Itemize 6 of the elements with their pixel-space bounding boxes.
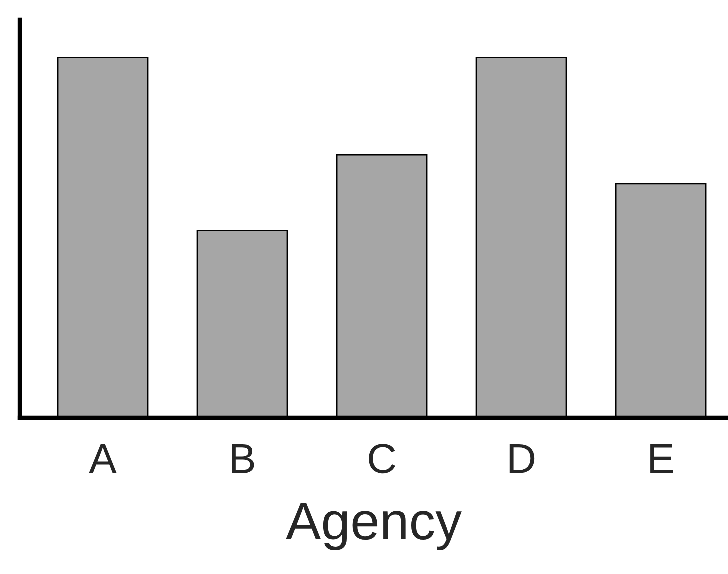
x-axis-title: Agency xyxy=(286,503,462,550)
x-tick-label: B xyxy=(232,444,254,474)
x-tick-label: C xyxy=(369,444,396,474)
x-tick-label: E xyxy=(650,444,674,474)
x-tick-label: A xyxy=(89,444,117,474)
x-tick-label: D xyxy=(510,444,535,474)
